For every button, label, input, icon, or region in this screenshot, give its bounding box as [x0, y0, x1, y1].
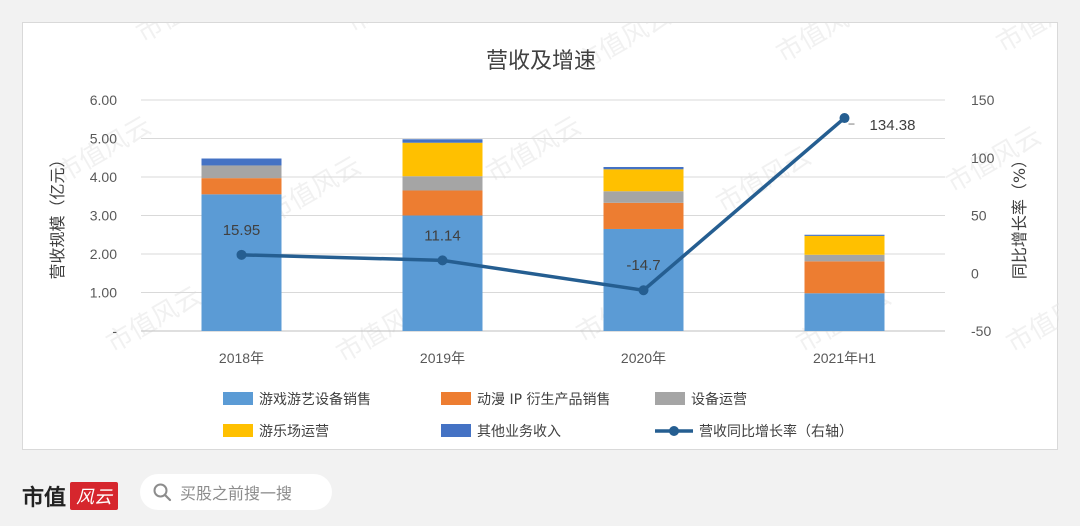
chart-title: 营收及增速: [486, 49, 596, 74]
y2-tick-label: -50: [971, 323, 991, 339]
legend-label: 营收同比增长率（右轴）: [699, 423, 853, 440]
watermark-text: 市值风云: [772, 23, 877, 69]
y-tick-label: 6.00: [90, 92, 117, 108]
bar-segment: [201, 158, 282, 166]
watermark-text: 市值风云: [1002, 281, 1060, 359]
growth-point: [638, 285, 649, 296]
bar-segment: [804, 293, 885, 331]
y-axis-title: 营收规模（亿元）: [48, 151, 67, 279]
x-tick-label: 2020年: [621, 350, 666, 366]
bar-segment: [804, 234, 885, 236]
legend-label: 游戏游艺设备销售: [259, 391, 371, 408]
search-placeholder: 买股之前搜一搜: [180, 484, 293, 503]
chart-card: 市值风云 市值风云 市值风云 市值风云 市值风云 市值风云 市值风云 市值风云 市值风云 市值风云…: [22, 22, 1060, 450]
brand-text: 市值: [22, 485, 67, 511]
bar-segment: [804, 235, 885, 255]
legend-swatch: [223, 424, 253, 437]
bar-segment: [201, 178, 282, 195]
growth-point: [236, 249, 247, 260]
legend-label: 设备运营: [691, 391, 747, 408]
bar-segment: [804, 261, 885, 294]
bar-segment: [402, 176, 483, 191]
y2-tick-label: 0: [971, 265, 979, 281]
y-tick-label: 5.00: [90, 131, 117, 147]
bar-layer: [201, 139, 885, 331]
search-icon: [153, 483, 172, 502]
watermark-text: 市值风云: [992, 23, 1060, 59]
search-input[interactable]: 买股之前搜一搜: [140, 474, 332, 510]
growth-point: [839, 113, 850, 124]
brand-badge: 风云: [70, 482, 119, 510]
growth-point: [437, 255, 448, 266]
y-tick-label: 1.00: [90, 285, 117, 301]
x-tick-label: 2018年: [219, 350, 264, 366]
bar-segment: [402, 215, 483, 331]
growth-line: [241, 116, 846, 293]
footer-bar: 市值 风云 买股之前搜一搜: [0, 460, 1080, 526]
legend-swatch: [223, 392, 253, 405]
y-tick-label: 3.00: [90, 208, 117, 224]
bar-segment: [402, 142, 483, 177]
growth-data-label: -14.7: [626, 257, 660, 274]
bar-segment: [804, 254, 885, 262]
bar-segment: [603, 169, 684, 192]
y2-tick-label: 150: [971, 92, 995, 108]
legend-swatch: [655, 392, 685, 405]
growth-data-label: 134.38: [870, 117, 916, 134]
bar-segment: [201, 194, 282, 331]
legend-label: 动漫 IP 衍生产品销售: [477, 392, 610, 408]
legend-swatch: [441, 424, 471, 437]
legend-label: 游乐场运营: [259, 424, 329, 440]
bar-segment: [603, 228, 684, 331]
y2-tick-label: 100: [971, 150, 995, 166]
brand-logo[interactable]: 市值 风云: [22, 480, 119, 512]
bar-segment: [603, 191, 684, 203]
legend-line-marker: [669, 426, 679, 436]
x-tick-label: 2021年H1: [813, 350, 876, 366]
bar-segment: [402, 190, 483, 216]
growth-data-label: 15.95: [223, 222, 261, 239]
bar-segment: [603, 202, 684, 229]
y-tick-label: 4.00: [90, 169, 117, 185]
bar-segment: [201, 165, 282, 179]
watermark-text: 市值风云: [712, 141, 817, 219]
legend-label: 其他业务收入: [477, 424, 561, 440]
legend-swatch: [441, 392, 471, 405]
bar-segment: [603, 166, 684, 170]
y2-tick-label: 50: [971, 208, 987, 224]
growth-line-layer: 15.95 11.14 -14.7 134.38: [223, 113, 916, 296]
watermark-text: 市值风云: [342, 23, 447, 39]
x-tick-label: 2019年: [420, 350, 465, 366]
y-tick-label: -: [112, 323, 117, 339]
growth-data-label: 11.14: [424, 227, 460, 244]
y-tick-label: 2.00: [90, 246, 117, 262]
watermark-text: 市值风云: [132, 23, 237, 49]
y2-axis-title: 同比增长率（%）: [1010, 152, 1029, 279]
axes-layer: - 1.00 2.00 3.00 4.00 5.00 6.00 -50 0 50 100 150 201…: [48, 92, 1029, 366]
bar-segment: [402, 139, 483, 143]
